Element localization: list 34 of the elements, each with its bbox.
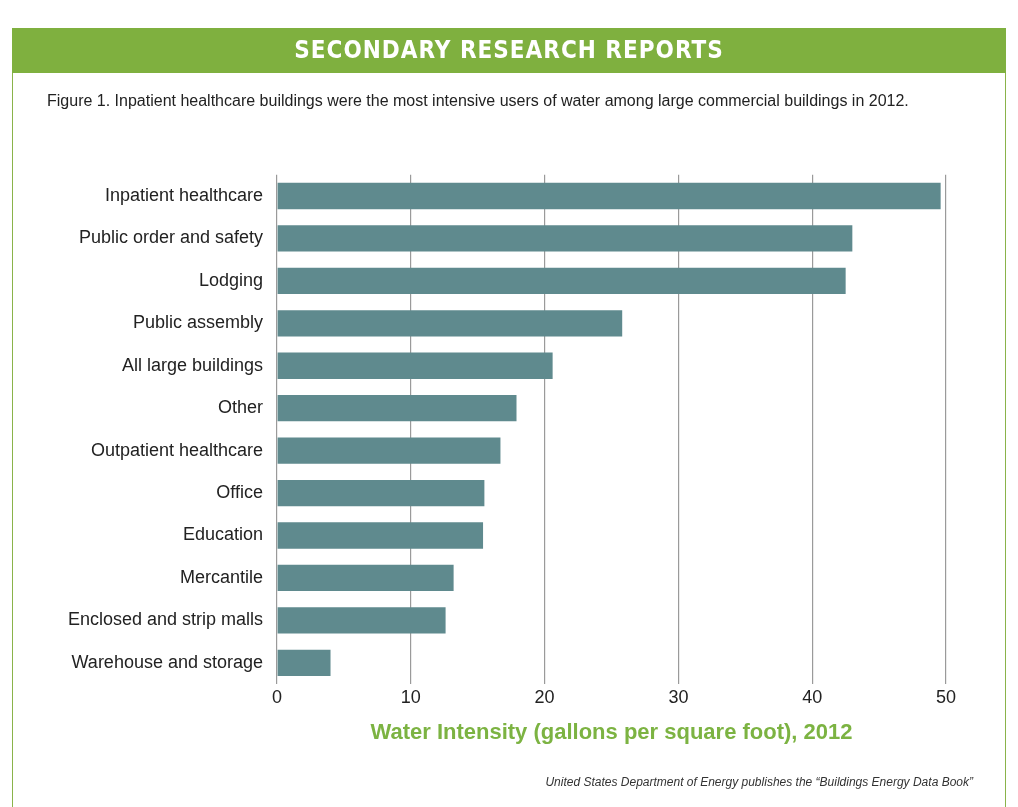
chart-title: Figure 1. Inpatient healthcare buildings were the most intensive users of water among large commercial buildings in 2012. (47, 91, 910, 110)
bar (277, 564, 454, 592)
bar (277, 649, 331, 676)
y-tick-label: Inpatient healthcare (104, 184, 263, 205)
bar (277, 352, 553, 379)
bar (277, 522, 484, 549)
bar (277, 607, 446, 634)
bar (277, 395, 517, 422)
y-tick-label: Lodging (198, 269, 263, 290)
x-tick-label: 0 (271, 686, 283, 707)
bar (277, 479, 485, 507)
y-tick-label: Outpatient healthcare (90, 439, 263, 460)
bar (277, 225, 853, 252)
x-axis-title: Water Intensity (gallons per square foot), 2012 (370, 718, 853, 744)
y-tick-label: Other (217, 397, 263, 418)
x-tick-label: 30 (668, 686, 689, 707)
y-tick-label: Mercantile (179, 566, 263, 587)
y-tick-label: All large buildings (121, 354, 263, 375)
text: SECONDARY RESEARCH REPORTS (12, 28, 1006, 73)
bar (277, 310, 623, 337)
bar (277, 267, 846, 295)
y-tick-label: Education (182, 524, 263, 545)
x-tick-label: 10 (400, 686, 421, 707)
y-tick-label: Office (216, 482, 263, 503)
text: United States Department of Energy publishes the “Buildings Energy Data Book” (545, 775, 973, 789)
y-tick-label: Public assembly (132, 312, 263, 333)
y-tick-label: Public order and safety (78, 227, 263, 248)
x-tick-label: 40 (802, 686, 823, 707)
bar (277, 437, 501, 464)
x-tick-label: 20 (534, 686, 555, 707)
bar (277, 182, 941, 210)
y-tick-label: Warehouse and storage (71, 651, 263, 672)
y-tick-label: Enclosed and strip malls (67, 609, 263, 630)
x-tick-label: 50 (935, 686, 957, 707)
